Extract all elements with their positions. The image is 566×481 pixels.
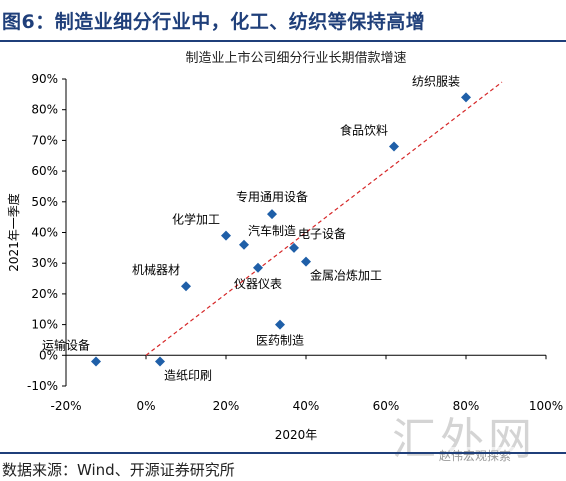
data-point-marker: [221, 230, 231, 241]
y-axis-label: 2021年一季度: [6, 193, 21, 272]
data-point-label: 仪器仪表: [234, 277, 282, 291]
chart-title: 制造业上市公司细分行业长期借款增速: [185, 50, 406, 66]
source-note: 数据来源：Wind、开源证券研究所: [2, 461, 235, 479]
data-point-marker: [289, 242, 299, 253]
y-tick-label: 0%: [39, 348, 58, 362]
data-point-label: 金属冶炼加工: [310, 268, 382, 283]
y-tick-label: 20%: [31, 287, 58, 301]
data-point-label: 医药制造: [256, 334, 304, 348]
y-tick-label: -10%: [27, 379, 58, 393]
x-tick-label: 0%: [136, 399, 155, 413]
data-point-label: 化学加工: [172, 212, 220, 227]
data-point-marker: [239, 239, 249, 250]
data-point-label: 专用通用设备: [236, 189, 308, 204]
x-tick-label: 100%: [529, 399, 563, 413]
data-point-label: 纺织服装: [412, 74, 460, 88]
data-point-marker: [461, 92, 471, 103]
x-tick-label: 40%: [293, 399, 320, 413]
figure-footer: 数据来源：Wind、开源证券研究所: [0, 452, 566, 481]
data-point-label: 电子设备: [298, 227, 346, 241]
data-point-label: 食品饮料: [340, 123, 388, 138]
x-tick-label: 80%: [453, 399, 480, 413]
x-axis-label: 2020年: [275, 428, 318, 442]
y-tick-label: 70%: [31, 133, 58, 147]
y-tick-label: 30%: [31, 256, 58, 270]
data-point-marker: [301, 256, 311, 267]
data-point-marker: [155, 356, 165, 367]
trendline: [145, 81, 503, 356]
x-tick-label: 60%: [373, 399, 400, 413]
data-point-marker: [267, 209, 277, 220]
figure-header: 图6：制造业细分行业中，化工、纺织等保持高增: [0, 0, 566, 42]
y-tick-label: 40%: [31, 226, 58, 240]
figure-title: 图6：制造业细分行业中，化工、纺织等保持高增: [2, 11, 426, 33]
scatter-chart: 制造业上市公司细分行业长期借款增速 -10% 0% 10% 20% 30% 40% 50% 60…: [6, 50, 563, 442]
data-point-marker: [389, 141, 399, 152]
data-point-label: 机械器材: [132, 262, 180, 277]
data-point-marker: [181, 281, 191, 292]
y-tick-label: 80%: [31, 103, 58, 117]
data-point-marker: [275, 319, 285, 330]
data-point-label: 汽车制造: [248, 223, 296, 238]
y-tick-label: 90%: [31, 72, 58, 86]
data-point-marker: [91, 356, 101, 367]
data-point-marker: [253, 262, 263, 273]
data-point-label: 造纸印刷: [164, 368, 212, 382]
y-tick-label: 60%: [31, 164, 58, 178]
y-tick-label: 50%: [31, 195, 58, 209]
data-point-label: 运输设备: [42, 337, 90, 352]
y-tick-label: 10%: [31, 318, 58, 332]
x-tick-label: 20%: [213, 399, 240, 413]
x-tick-label: -20%: [50, 399, 81, 413]
